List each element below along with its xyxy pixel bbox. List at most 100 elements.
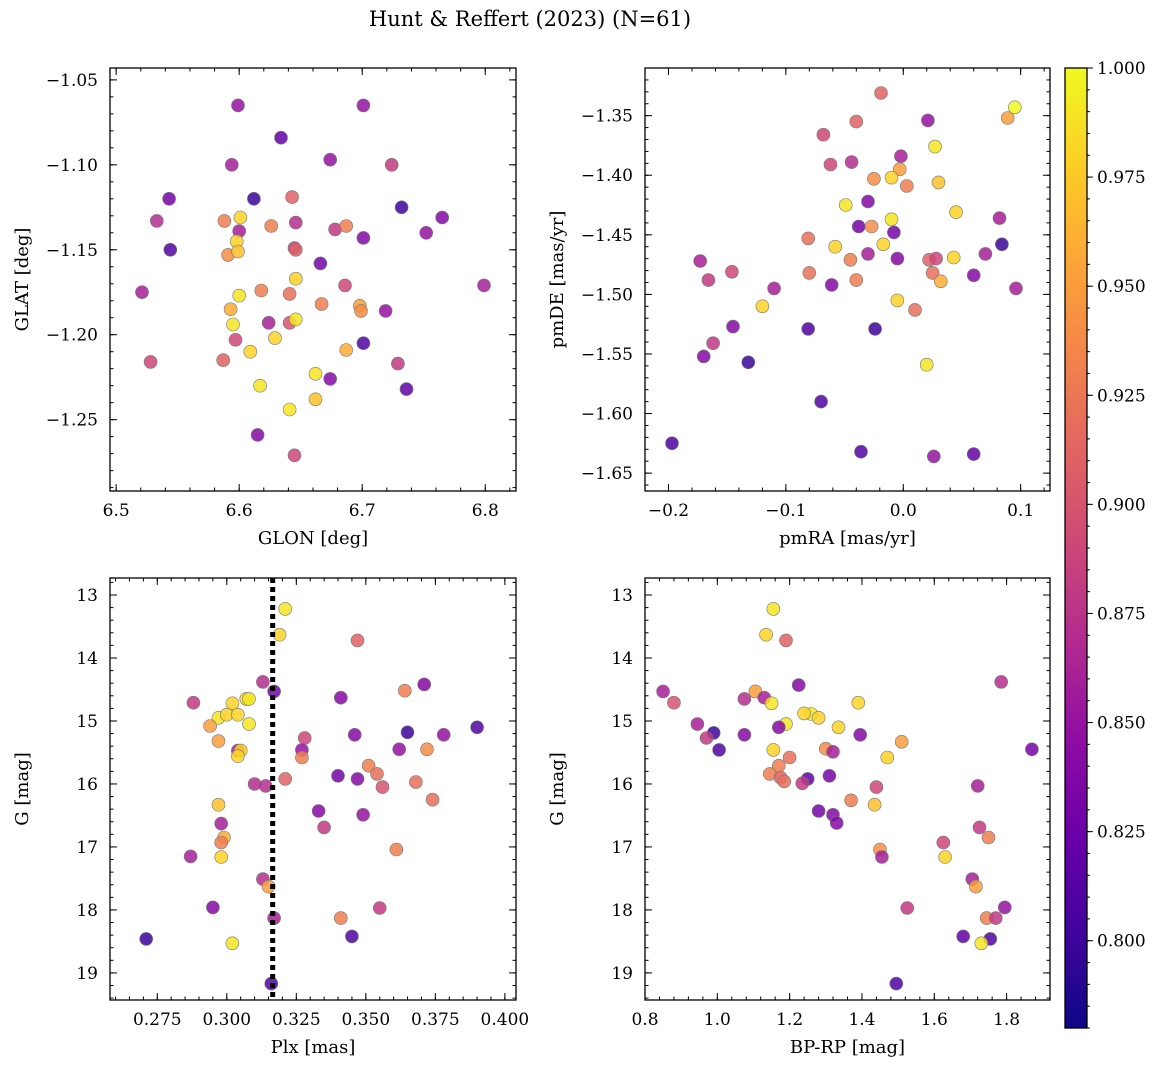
data-point bbox=[759, 627, 773, 642]
data-point bbox=[203, 719, 217, 733]
data-point bbox=[254, 283, 269, 298]
data-point bbox=[356, 807, 370, 822]
data-point bbox=[802, 266, 817, 280]
data-point bbox=[354, 304, 368, 318]
axes-frame bbox=[644, 67, 1051, 492]
y-tick-label: 15 bbox=[76, 712, 98, 732]
x-tick-label: 1.6 bbox=[921, 1010, 948, 1030]
y-tick-label: 13 bbox=[611, 586, 633, 606]
data-point bbox=[764, 696, 779, 711]
data-point bbox=[331, 768, 345, 783]
data-point bbox=[419, 226, 434, 240]
data-point bbox=[887, 225, 901, 240]
data-point bbox=[397, 683, 412, 698]
data-point bbox=[287, 448, 302, 463]
y-tick-label: 17 bbox=[611, 838, 633, 858]
data-point bbox=[826, 744, 840, 759]
data-point bbox=[282, 287, 297, 301]
data-point bbox=[851, 695, 866, 710]
data-point bbox=[992, 211, 1007, 225]
y-axis-label: pmDE [mas/yr] bbox=[547, 211, 568, 349]
data-point bbox=[693, 254, 708, 268]
data-point bbox=[350, 772, 365, 786]
data-point bbox=[849, 114, 864, 129]
data-point bbox=[864, 219, 879, 234]
data-point bbox=[295, 750, 309, 765]
data-point bbox=[867, 172, 881, 186]
data-point bbox=[771, 720, 786, 735]
data-point bbox=[966, 268, 981, 283]
data-point bbox=[861, 194, 875, 209]
x-axis-label: BP-RP [mag] bbox=[790, 1037, 905, 1058]
data-point bbox=[278, 772, 293, 786]
scatter-points bbox=[656, 602, 1039, 991]
data-point bbox=[339, 343, 354, 357]
data-point bbox=[392, 742, 407, 757]
data-point bbox=[949, 205, 963, 219]
data-point bbox=[921, 113, 935, 128]
data-point bbox=[264, 219, 279, 233]
data-point bbox=[216, 353, 230, 368]
data-point bbox=[838, 198, 853, 212]
data-point bbox=[231, 244, 245, 259]
data-point bbox=[889, 976, 904, 991]
data-point bbox=[391, 356, 405, 371]
data-point bbox=[242, 692, 256, 706]
y-tick-label: 18 bbox=[76, 901, 98, 921]
data-point bbox=[741, 355, 756, 370]
data-point bbox=[217, 214, 232, 228]
colorbar-tick-label: 1.000 bbox=[1097, 59, 1146, 79]
data-point bbox=[925, 266, 940, 280]
data-point bbox=[978, 247, 993, 261]
x-tick-label: 0.275 bbox=[133, 1010, 182, 1030]
data-point bbox=[861, 247, 875, 261]
data-point bbox=[831, 720, 846, 735]
axes-frame bbox=[109, 577, 517, 1001]
data-point bbox=[233, 210, 248, 225]
y-axis-label: G [mag] bbox=[12, 752, 33, 825]
y-tick-label: 13 bbox=[76, 586, 98, 606]
y-tick-label: 18 bbox=[611, 901, 633, 921]
y-tick-label: 14 bbox=[76, 649, 98, 669]
y-tick-label: 16 bbox=[611, 775, 633, 795]
data-point bbox=[323, 152, 338, 167]
data-point bbox=[699, 731, 714, 745]
data-point bbox=[345, 929, 359, 944]
y-tick-label: −1.65 bbox=[581, 464, 633, 484]
data-point bbox=[186, 695, 201, 710]
data-point bbox=[701, 273, 716, 287]
data-point bbox=[936, 835, 951, 850]
x-tick-label: 6.7 bbox=[349, 501, 376, 521]
data-point bbox=[938, 850, 952, 864]
panel-pmra-pmde: −0.2 −0.1 0.0 0.1 −1.35 −1.40 −1.45 −1.50 −1.55 −… bbox=[547, 67, 1051, 549]
data-point bbox=[725, 264, 739, 279]
data-point bbox=[928, 139, 942, 154]
data-point bbox=[232, 288, 246, 303]
y-tick-label: 14 bbox=[611, 649, 633, 669]
data-point bbox=[282, 402, 297, 417]
data-point bbox=[900, 901, 915, 915]
data-point bbox=[737, 727, 752, 742]
data-point bbox=[988, 911, 1003, 925]
data-point bbox=[766, 602, 781, 616]
data-point bbox=[908, 303, 922, 317]
data-point bbox=[378, 304, 393, 318]
data-point bbox=[231, 749, 245, 764]
data-point bbox=[417, 677, 432, 692]
data-point bbox=[288, 243, 303, 257]
data-point bbox=[829, 816, 844, 830]
y-tick-label: 19 bbox=[76, 964, 98, 984]
data-point bbox=[285, 190, 299, 204]
axes-frame bbox=[109, 67, 517, 492]
data-point bbox=[384, 158, 399, 172]
data-point bbox=[791, 678, 806, 692]
data-point bbox=[399, 382, 414, 396]
data-point bbox=[135, 285, 149, 300]
data-point bbox=[811, 804, 826, 818]
data-point bbox=[288, 215, 303, 230]
data-point bbox=[250, 428, 265, 442]
data-point bbox=[226, 317, 240, 332]
data-point bbox=[811, 710, 826, 725]
data-point bbox=[822, 768, 837, 783]
data-point bbox=[223, 302, 238, 317]
